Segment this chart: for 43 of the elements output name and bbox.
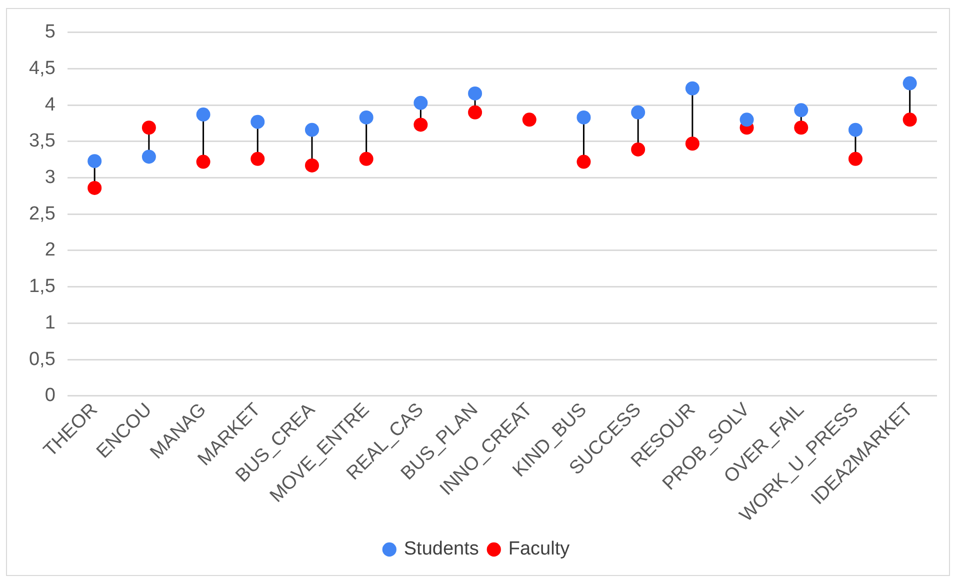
y-tick-label: 5 <box>44 22 56 43</box>
point <box>142 120 156 135</box>
point <box>685 81 700 96</box>
point <box>902 76 917 90</box>
point <box>848 152 862 166</box>
y-tick-label: 1,5 <box>28 276 56 298</box>
point <box>685 136 700 151</box>
point <box>794 120 808 135</box>
point <box>576 154 591 169</box>
y-tick-label: 0 <box>44 385 56 406</box>
y-tick-label: 4,5 <box>28 58 56 79</box>
point <box>250 114 265 129</box>
legend-label: Students <box>404 538 479 560</box>
y-tick-label: 1 <box>44 312 56 334</box>
y-tick-label: 3 <box>44 167 56 188</box>
point <box>468 86 482 100</box>
point <box>631 105 646 120</box>
point <box>468 105 482 120</box>
point <box>88 180 102 195</box>
point <box>359 110 374 124</box>
point <box>304 158 319 172</box>
point <box>522 112 536 127</box>
point <box>794 103 808 118</box>
point <box>250 152 265 166</box>
point <box>196 108 210 122</box>
y-tick-label: 2 <box>44 240 56 261</box>
point <box>359 152 374 166</box>
y-tick-label: 3,5 <box>28 130 56 152</box>
legend-label: Faculty <box>508 538 570 560</box>
point <box>414 96 428 110</box>
point <box>196 154 210 169</box>
point <box>142 150 156 164</box>
point <box>902 112 917 127</box>
point <box>88 154 102 168</box>
point <box>848 122 862 137</box>
point <box>576 110 591 124</box>
point <box>414 118 428 132</box>
point <box>740 112 754 127</box>
point <box>631 142 646 156</box>
y-tick-label: 2,5 <box>28 203 56 224</box>
y-tick-label: 0,5 <box>28 348 56 370</box>
y-tick-label: 4 <box>44 94 56 116</box>
point <box>304 122 319 137</box>
